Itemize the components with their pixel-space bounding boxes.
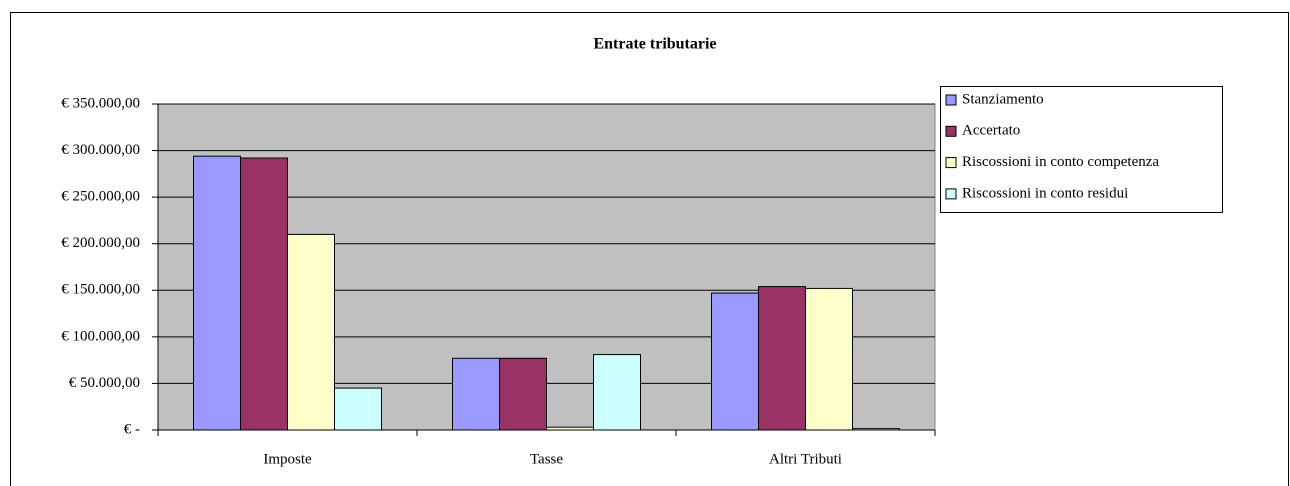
- legend-swatch: [945, 188, 957, 200]
- y-tick-label: € 300.000,00: [61, 142, 140, 158]
- bar: [334, 387, 382, 431]
- x-tick-label: Tasse: [530, 451, 563, 467]
- y-tick-label: € 250.000,00: [61, 189, 140, 205]
- bar: [593, 354, 641, 431]
- x-tick-label: Imposte: [263, 451, 312, 467]
- x-tick-label: Altri Tributi: [769, 451, 842, 467]
- legend-swatch: [945, 125, 957, 137]
- bar: [499, 357, 547, 431]
- bar: [711, 292, 759, 431]
- y-tick-label: € -: [124, 421, 140, 437]
- legend-swatch: [945, 94, 957, 106]
- y-tick-label: € 100.000,00: [61, 328, 140, 344]
- legend-label: Stanziamento: [962, 91, 1044, 107]
- legend-label: Accertato: [962, 123, 1020, 139]
- legend-swatch: [945, 157, 957, 169]
- y-tick-label: € 50.000,00: [69, 375, 140, 391]
- bar: [805, 287, 853, 431]
- bar: [452, 357, 500, 431]
- y-tick-label: € 200.000,00: [61, 235, 140, 251]
- y-tick-label: € 350.000,00: [61, 95, 140, 111]
- chart-title: Entrate tributarie: [593, 36, 716, 53]
- bar: [287, 233, 335, 431]
- bar: [758, 286, 806, 431]
- bar: [193, 155, 241, 431]
- bar: [546, 426, 594, 431]
- bar: [240, 157, 288, 431]
- y-tick-label: € 150.000,00: [61, 282, 140, 298]
- legend-box: [940, 86, 1223, 213]
- bar: [852, 428, 900, 431]
- legend-label: Riscossioni in conto competenza: [962, 154, 1159, 170]
- legend-label: Riscossioni in conto residui: [962, 185, 1128, 201]
